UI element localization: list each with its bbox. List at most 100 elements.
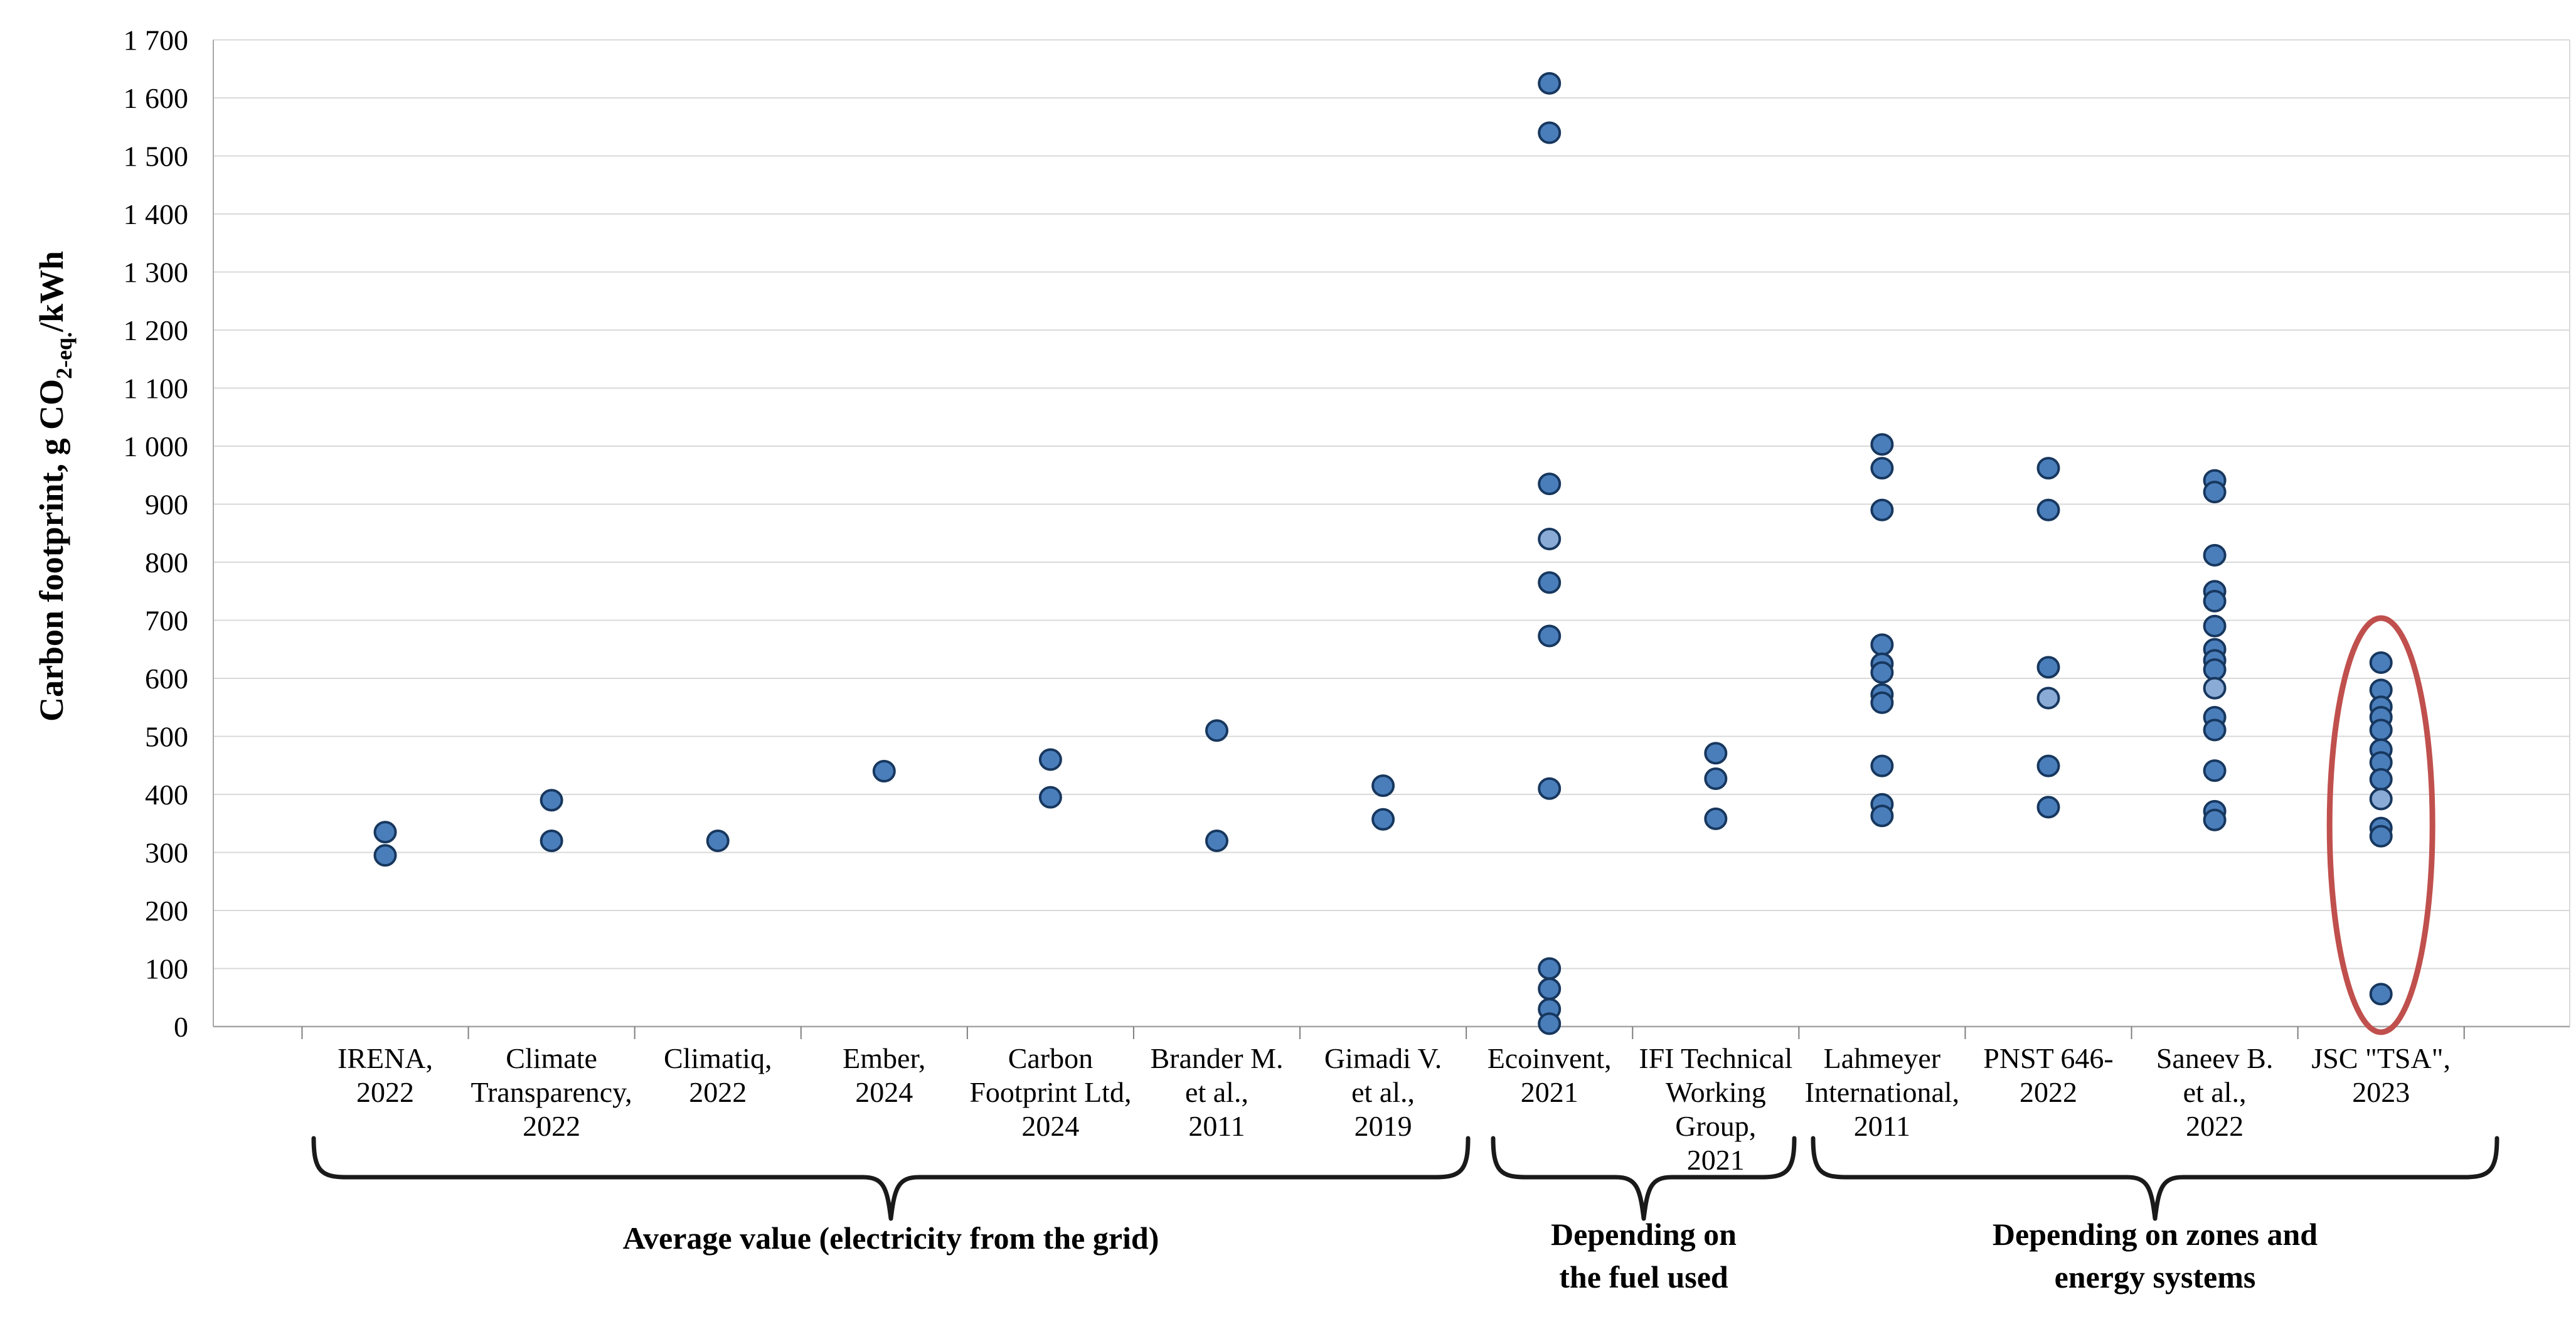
category-label: Gimadi V. bbox=[1324, 1042, 1442, 1074]
category-label: et al., bbox=[2183, 1076, 2247, 1108]
category-label: Brander M. bbox=[1150, 1042, 1283, 1074]
data-point bbox=[2203, 658, 2227, 681]
category-label: Ecoinvent, bbox=[1488, 1042, 1612, 1074]
data-point bbox=[373, 844, 397, 867]
y-tick-label: 100 bbox=[145, 953, 188, 985]
y-tick-label: 0 bbox=[174, 1011, 188, 1043]
category-label: Saneev B. bbox=[2156, 1042, 2274, 1074]
data-point bbox=[2203, 676, 2227, 700]
data-point bbox=[2036, 656, 2060, 679]
data-point bbox=[1870, 457, 1894, 480]
data-point bbox=[1538, 528, 1562, 550]
data-point bbox=[1538, 571, 1562, 594]
category-labels: IRENA,2022ClimateTransparency,2022Climat… bbox=[338, 1042, 2451, 1176]
data-point bbox=[2203, 543, 2227, 567]
data-point bbox=[1538, 777, 1562, 800]
category-label: Climatiq, bbox=[664, 1042, 772, 1074]
y-tick-labels: 0 100 200 300 400 500 600 700 800 900 1 000 1 100 1 … bbox=[124, 24, 189, 1044]
data-point bbox=[2369, 983, 2393, 1006]
data-point bbox=[2203, 614, 2227, 638]
data-point bbox=[373, 821, 397, 844]
category-label: Carbon bbox=[1008, 1042, 1093, 1074]
category-label: 2021 bbox=[1521, 1076, 1578, 1108]
data-point bbox=[872, 760, 896, 782]
data-point bbox=[2036, 754, 2060, 777]
category-label: et al., bbox=[1351, 1076, 1415, 1108]
data-point bbox=[1704, 742, 1728, 765]
group-annotations: Average value (electricity from the grid… bbox=[311, 1136, 2499, 1295]
y-tick-label: 400 bbox=[145, 779, 188, 811]
y-tick-label: 1 400 bbox=[124, 198, 189, 230]
category-label: IFI Technical bbox=[1639, 1042, 1792, 1074]
y-tick-label: 1 600 bbox=[124, 82, 189, 114]
data-point bbox=[540, 789, 563, 812]
group-brace bbox=[1491, 1136, 1797, 1221]
group-label: Depending on bbox=[1551, 1217, 1737, 1252]
group-label: Depending on zones and bbox=[1993, 1217, 2318, 1252]
data-point bbox=[1538, 624, 1562, 648]
category-label: 2024 bbox=[855, 1076, 913, 1108]
data-points bbox=[373, 72, 2393, 1035]
group-label: Average value (electricity from the grid… bbox=[623, 1220, 1159, 1256]
y-tick-label: 1 700 bbox=[124, 24, 189, 56]
category-label: 2022 bbox=[356, 1076, 414, 1108]
category-label: 2023 bbox=[2352, 1076, 2410, 1108]
group-label: energy systems bbox=[2055, 1259, 2256, 1295]
category-label: 2019 bbox=[1355, 1110, 1412, 1142]
y-tick-label: 1 200 bbox=[124, 314, 189, 346]
data-point bbox=[2203, 589, 2227, 612]
data-point bbox=[1538, 72, 1562, 95]
data-point bbox=[1538, 1012, 1562, 1035]
data-point bbox=[540, 830, 563, 852]
category-label: 2022 bbox=[689, 1076, 747, 1108]
data-point bbox=[2036, 498, 2060, 521]
data-point bbox=[1704, 767, 1728, 791]
data-point bbox=[1870, 804, 1894, 828]
data-point bbox=[1205, 830, 1228, 852]
y-tick-label: 1 100 bbox=[124, 373, 189, 405]
category-label: 2011 bbox=[1188, 1110, 1245, 1142]
y-tick-label: 300 bbox=[145, 837, 188, 869]
data-point bbox=[1538, 977, 1562, 1000]
category-label: International, bbox=[1805, 1076, 1960, 1108]
data-point bbox=[1538, 472, 1562, 496]
y-tick-label: 1 300 bbox=[124, 257, 189, 289]
data-point bbox=[1038, 786, 1062, 809]
data-point bbox=[2369, 787, 2393, 811]
category-label: Working bbox=[1666, 1076, 1766, 1108]
y-tick-label: 700 bbox=[145, 605, 188, 637]
category-label: 2022 bbox=[2020, 1076, 2077, 1108]
highlight-ellipse bbox=[2326, 615, 2435, 1035]
data-point bbox=[1538, 121, 1562, 144]
category-label: Lahmeyer bbox=[1824, 1042, 1940, 1074]
data-point bbox=[1870, 691, 1894, 714]
data-point bbox=[2369, 651, 2393, 675]
data-point bbox=[2203, 718, 2227, 742]
y-tick-label: 1 000 bbox=[124, 430, 189, 462]
category-label: 2011 bbox=[1854, 1110, 1910, 1142]
data-point bbox=[1371, 808, 1395, 831]
axes bbox=[213, 40, 2570, 1039]
data-point bbox=[2203, 481, 2227, 504]
data-point bbox=[1870, 754, 1894, 777]
category-label: Group, bbox=[1675, 1110, 1756, 1142]
data-point bbox=[1870, 633, 1894, 656]
y-tick-label: 500 bbox=[145, 721, 188, 753]
data-point bbox=[2369, 825, 2393, 848]
data-point bbox=[2369, 767, 2393, 791]
data-point bbox=[1870, 498, 1894, 521]
y-tick-label: 600 bbox=[145, 663, 188, 695]
category-label: JSC "TSA", bbox=[2311, 1042, 2451, 1074]
group-brace bbox=[1811, 1136, 2499, 1221]
y-tick-label: 200 bbox=[145, 895, 188, 927]
data-point bbox=[706, 830, 730, 852]
y-tick-label: 900 bbox=[145, 489, 188, 521]
y-tick-label: 1 500 bbox=[124, 141, 189, 173]
group-label: the fuel used bbox=[1559, 1259, 1728, 1295]
category-label: 2021 bbox=[1687, 1144, 1745, 1176]
data-point bbox=[1205, 719, 1228, 742]
y-axis-title: Carbon footprint, g CO2-eq./kWh bbox=[33, 251, 77, 722]
data-point bbox=[1371, 774, 1395, 798]
